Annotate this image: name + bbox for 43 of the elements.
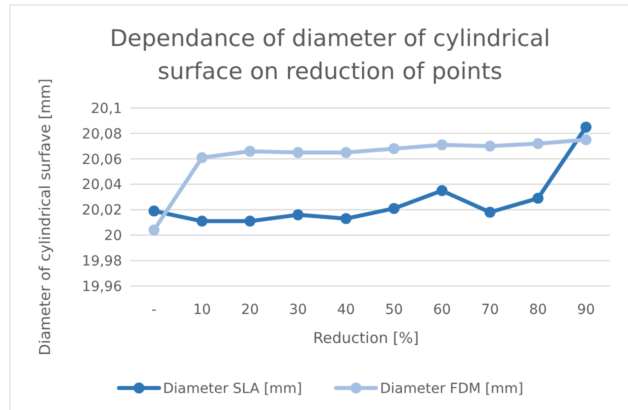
point bbox=[196, 152, 208, 164]
x-tick-label: 20 bbox=[241, 302, 259, 318]
x-tick-label: 70 bbox=[481, 302, 499, 318]
y-tick-label: 20,04 bbox=[82, 177, 122, 194]
point bbox=[148, 205, 160, 216]
x-tick-label: 10 bbox=[193, 302, 211, 318]
point bbox=[196, 216, 208, 227]
y-tick-label: 20,06 bbox=[82, 152, 122, 168]
x-tick-label: 90 bbox=[577, 302, 595, 318]
point bbox=[388, 143, 400, 154]
y-tick-label: 20 bbox=[104, 228, 122, 244]
point bbox=[484, 140, 496, 152]
point bbox=[580, 122, 592, 133]
y-tick-label: 20,08 bbox=[82, 126, 122, 142]
x-tick-label: 80 bbox=[529, 302, 547, 318]
point bbox=[340, 147, 352, 158]
point bbox=[580, 134, 592, 146]
y-tick-label: 19,98 bbox=[82, 253, 122, 270]
legend-label: Diameter SLA [mm] bbox=[163, 380, 302, 397]
y-tick-label: 19,96 bbox=[82, 278, 122, 295]
point bbox=[484, 206, 496, 218]
chart-title: Dependance of diameter of cylindrical surface on reduction of points bbox=[110, 26, 550, 85]
point bbox=[532, 138, 544, 150]
x-axis-title: Reduction [%] bbox=[313, 329, 419, 347]
point bbox=[244, 146, 256, 157]
point bbox=[292, 147, 304, 158]
x-tick-label: 40 bbox=[337, 302, 355, 318]
point bbox=[436, 139, 448, 150]
point bbox=[532, 192, 544, 204]
x-tick-label: - bbox=[151, 302, 157, 318]
point bbox=[244, 216, 256, 227]
y-tick-label: 20,1 bbox=[90, 100, 122, 117]
point bbox=[148, 224, 160, 236]
legend-label: Diameter FDM [mm] bbox=[380, 380, 524, 397]
point bbox=[436, 185, 448, 196]
y-tick-label: 20,02 bbox=[82, 202, 122, 219]
y-axis-title: Diameter of cylindrical surfave [mm] bbox=[36, 78, 54, 356]
point bbox=[292, 209, 304, 220]
x-tick-label: 50 bbox=[385, 302, 403, 318]
point bbox=[340, 213, 352, 224]
x-tick-label: 60 bbox=[433, 302, 451, 318]
x-tick-label: 30 bbox=[289, 302, 307, 318]
point bbox=[388, 202, 400, 214]
